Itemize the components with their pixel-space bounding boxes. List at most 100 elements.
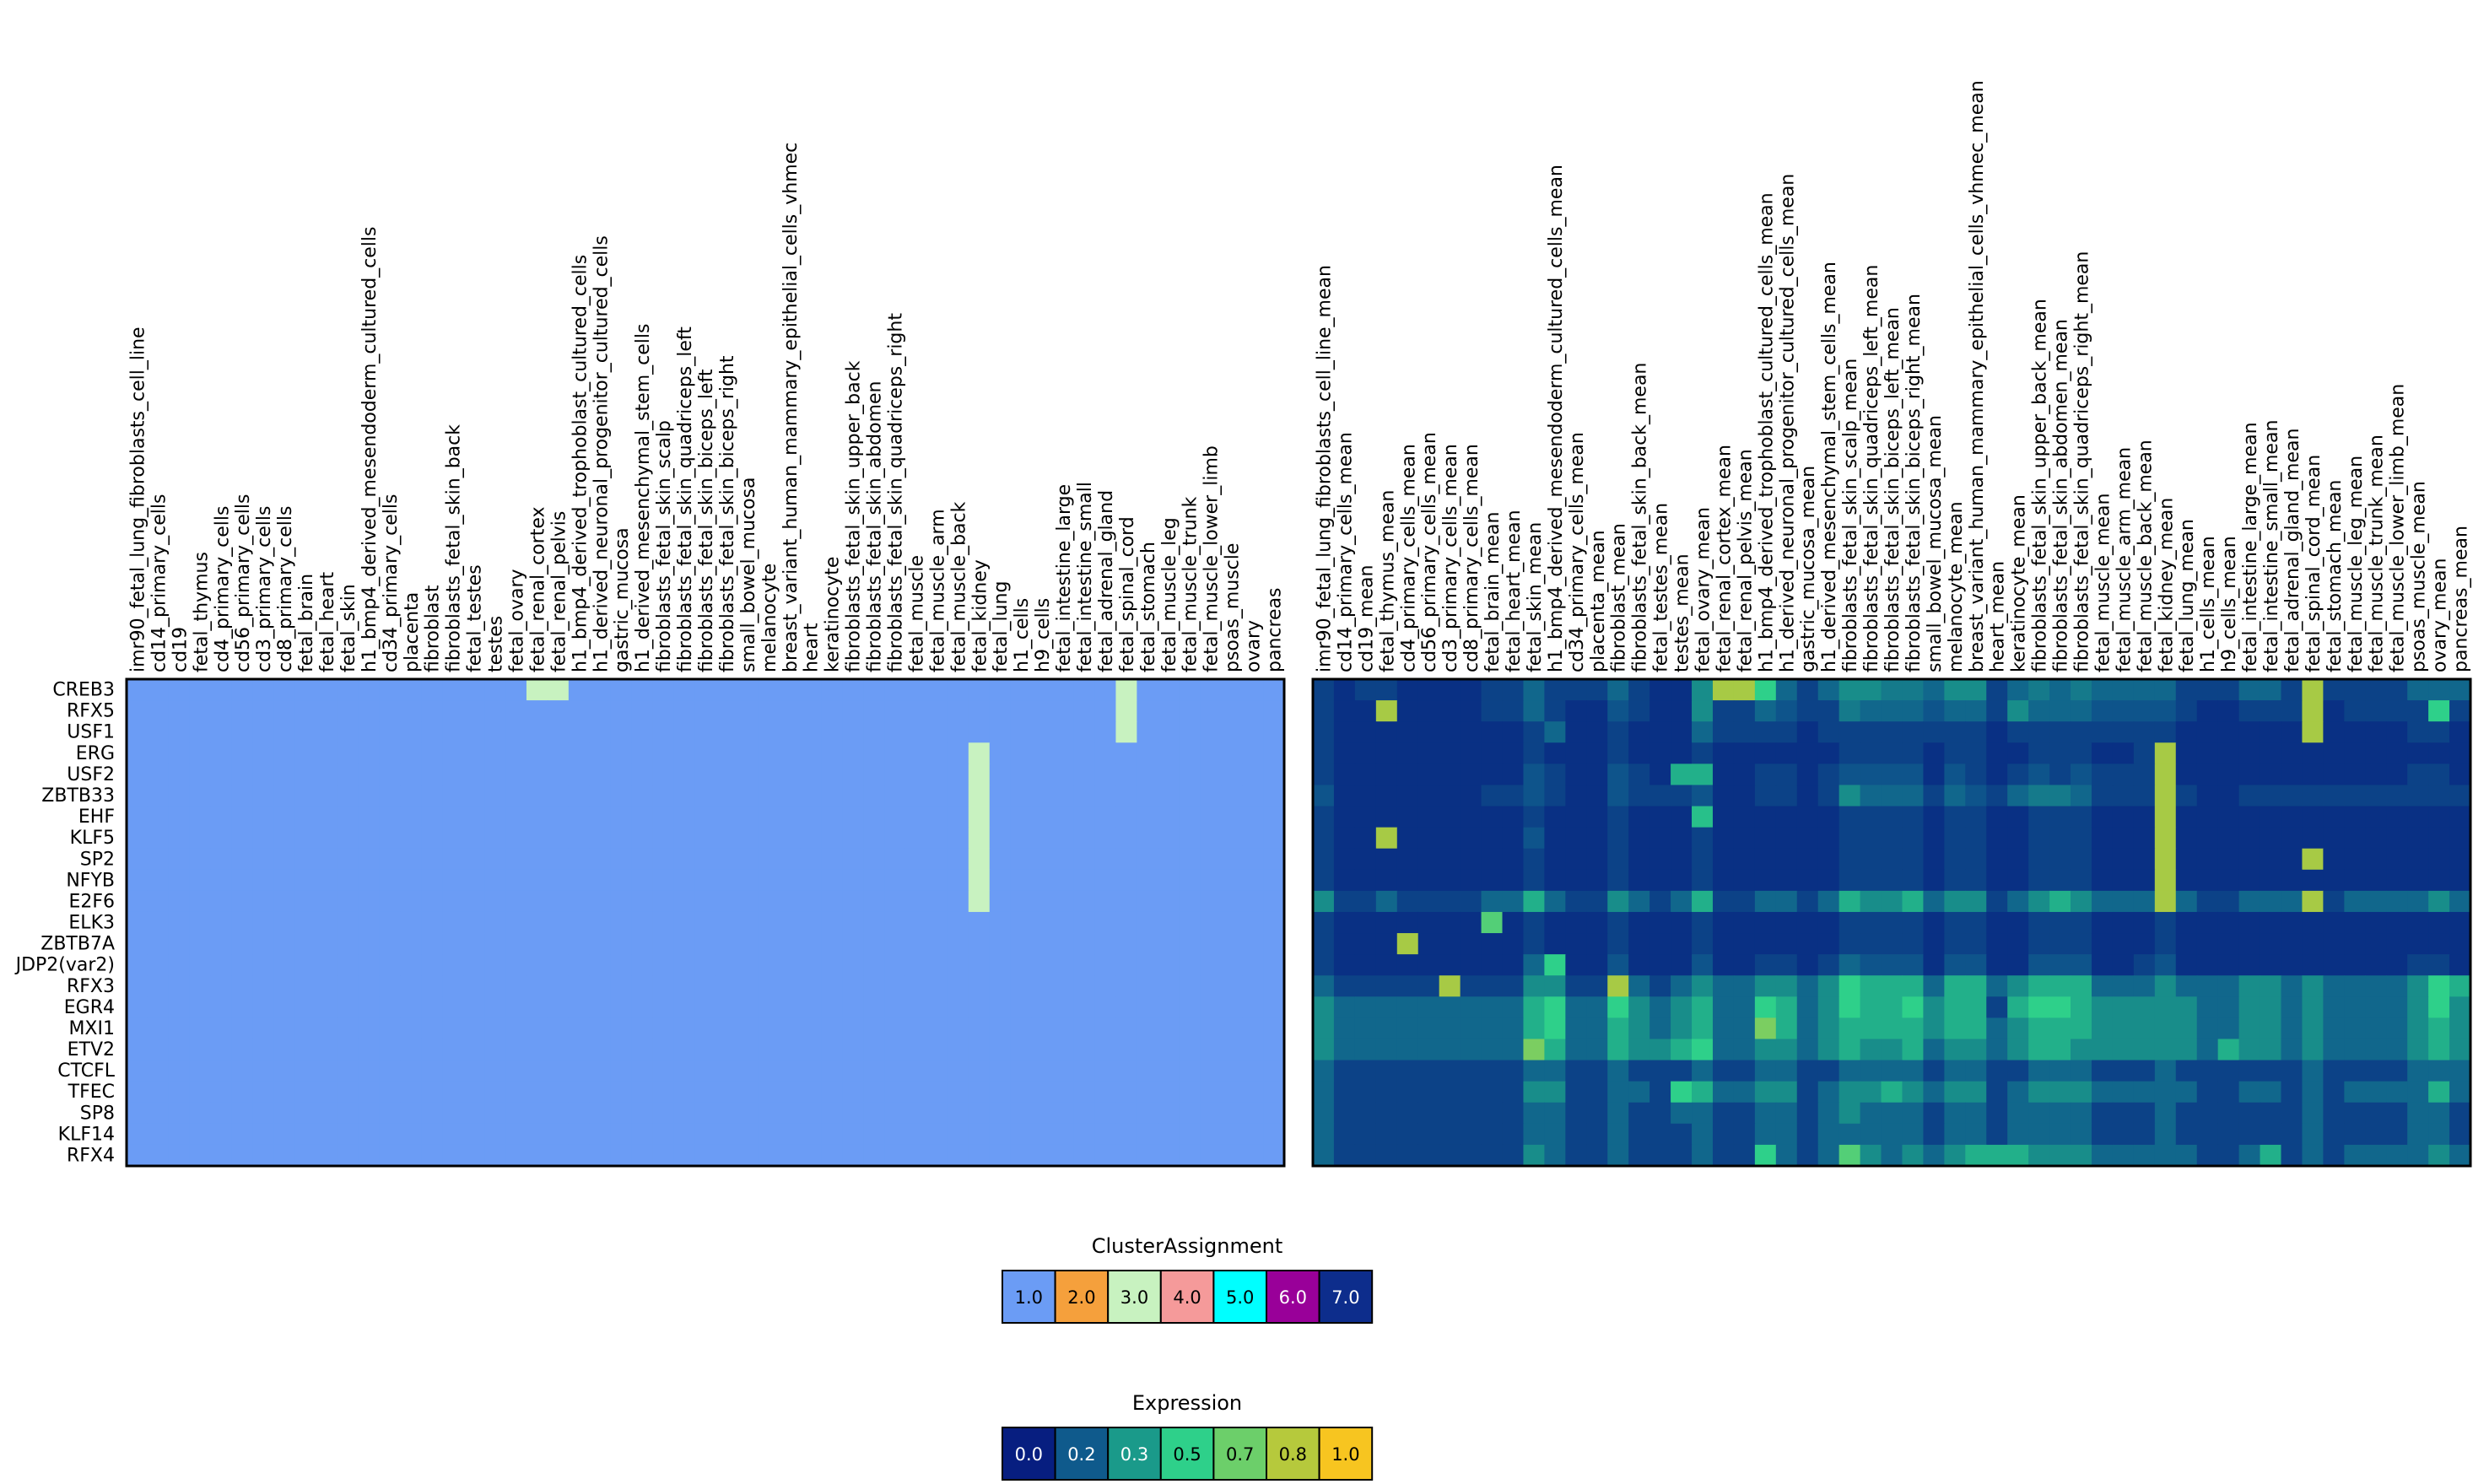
expression-cell — [2407, 1123, 2429, 1146]
cluster-cell — [947, 679, 969, 701]
expression-cell — [1313, 890, 1335, 913]
expression-cell — [2028, 1017, 2050, 1040]
cluster-cell — [904, 1039, 927, 1061]
expression-cell — [2365, 721, 2387, 743]
cluster-cell — [1221, 1081, 1243, 1104]
cluster-cell — [904, 1060, 927, 1082]
expression-cell — [2302, 933, 2324, 955]
expression-cell — [1817, 954, 1840, 976]
expression-cell — [1692, 785, 1714, 807]
expression-cell — [1944, 1144, 1966, 1167]
expression-cell — [1565, 1123, 1587, 1146]
cluster-cell — [842, 1060, 864, 1082]
expression-cell — [1944, 1081, 1966, 1104]
legend-label: 0.8 — [1279, 1444, 1307, 1465]
cluster-cell — [210, 721, 233, 743]
cluster-cell — [694, 996, 717, 1018]
expression-cell — [2154, 954, 2177, 976]
cluster-cell — [779, 827, 801, 850]
expression-cell — [2449, 933, 2471, 955]
expression-cell — [2049, 1039, 2071, 1061]
cluster-cell — [316, 1123, 338, 1146]
expression-cell — [1839, 1039, 1861, 1061]
cluster-cell — [337, 975, 359, 997]
expression-cell — [1544, 1060, 1566, 1082]
cluster-cell — [947, 911, 969, 934]
expression-cell — [2344, 954, 2366, 976]
expression-cell — [1986, 700, 2008, 722]
expression-cell — [1502, 1102, 1525, 1125]
cluster-cell — [231, 721, 254, 743]
cluster-cell — [926, 764, 948, 786]
cluster-cell — [694, 869, 717, 892]
cluster-cell — [631, 954, 654, 976]
cluster-cell — [1263, 1123, 1285, 1146]
column-label: pancreas — [1265, 587, 1286, 672]
cluster-cell — [168, 827, 191, 850]
expression-cell — [1565, 827, 1587, 850]
cluster-cell — [631, 975, 654, 997]
cluster-cell — [316, 1039, 338, 1061]
expression-cell — [1313, 1060, 1335, 1082]
column-label: fetal_brain_mean — [1482, 512, 1504, 672]
cluster-cell — [779, 721, 801, 743]
expression-cell — [1839, 996, 1861, 1018]
cluster-cell — [758, 911, 780, 934]
cluster-cell — [442, 1081, 464, 1104]
cluster-cell — [1031, 700, 1054, 722]
expression-cell — [1692, 742, 1714, 764]
expression-cell — [1396, 1039, 1419, 1061]
expression-cell — [1671, 911, 1693, 934]
expression-cell — [1502, 742, 1525, 764]
cluster-cell — [568, 742, 591, 764]
cluster-cell — [652, 1081, 675, 1104]
expression-cell — [1396, 911, 1419, 934]
expression-cell — [1417, 1039, 1440, 1061]
cluster-cell — [947, 1081, 969, 1104]
expression-cell — [2112, 933, 2135, 955]
expression-cell — [1544, 742, 1566, 764]
expression-cell — [1354, 742, 1377, 764]
expression-cell — [2007, 954, 2029, 976]
cluster-cell — [779, 975, 801, 997]
expression-cell — [2091, 1081, 2114, 1104]
cluster-cell — [989, 806, 1012, 828]
cluster-cell — [800, 848, 822, 871]
expression-cell — [1692, 700, 1714, 722]
column-label: placenta — [402, 592, 423, 672]
expression-cell — [2386, 975, 2408, 997]
column-label: cd8_primary_cells_mean — [1461, 444, 1482, 672]
expression-cell — [1733, 827, 1756, 850]
cluster-cell — [294, 827, 317, 850]
expression-cell — [1650, 700, 1671, 722]
expression-cell — [2302, 1039, 2324, 1061]
expression-cell — [1671, 1123, 1693, 1146]
column-label: keratinocyte_mean — [2009, 494, 2030, 672]
cluster-cell — [926, 1017, 948, 1040]
expression-cell — [2386, 1102, 2408, 1125]
cluster-cell — [694, 806, 717, 828]
cluster-cell — [800, 1144, 822, 1167]
expression-cell — [1881, 1144, 1903, 1167]
cluster-cell — [273, 1039, 296, 1061]
expression-cell — [1881, 1039, 1903, 1061]
cluster-cell — [1115, 1060, 1137, 1082]
cluster-cell — [968, 933, 991, 955]
cluster-cell — [294, 890, 317, 913]
cluster-cell — [1221, 975, 1243, 997]
cluster-cell — [1094, 933, 1117, 955]
cluster-cell — [526, 1060, 548, 1082]
expression-cell — [2302, 721, 2324, 743]
expression-cell — [2133, 890, 2156, 913]
cluster-cell — [926, 1102, 948, 1125]
cluster-cell — [631, 890, 654, 913]
cluster-cell — [147, 1102, 170, 1125]
expression-cell — [1923, 1123, 1945, 1146]
expression-cell — [2028, 721, 2050, 743]
cluster-cell — [231, 1081, 254, 1104]
expression-cell — [2028, 954, 2050, 976]
expression-legend-title: Expression — [1132, 1391, 1242, 1415]
cluster-cell — [694, 890, 717, 913]
expression-cell — [1628, 764, 1650, 786]
expression-cell — [1354, 975, 1377, 997]
